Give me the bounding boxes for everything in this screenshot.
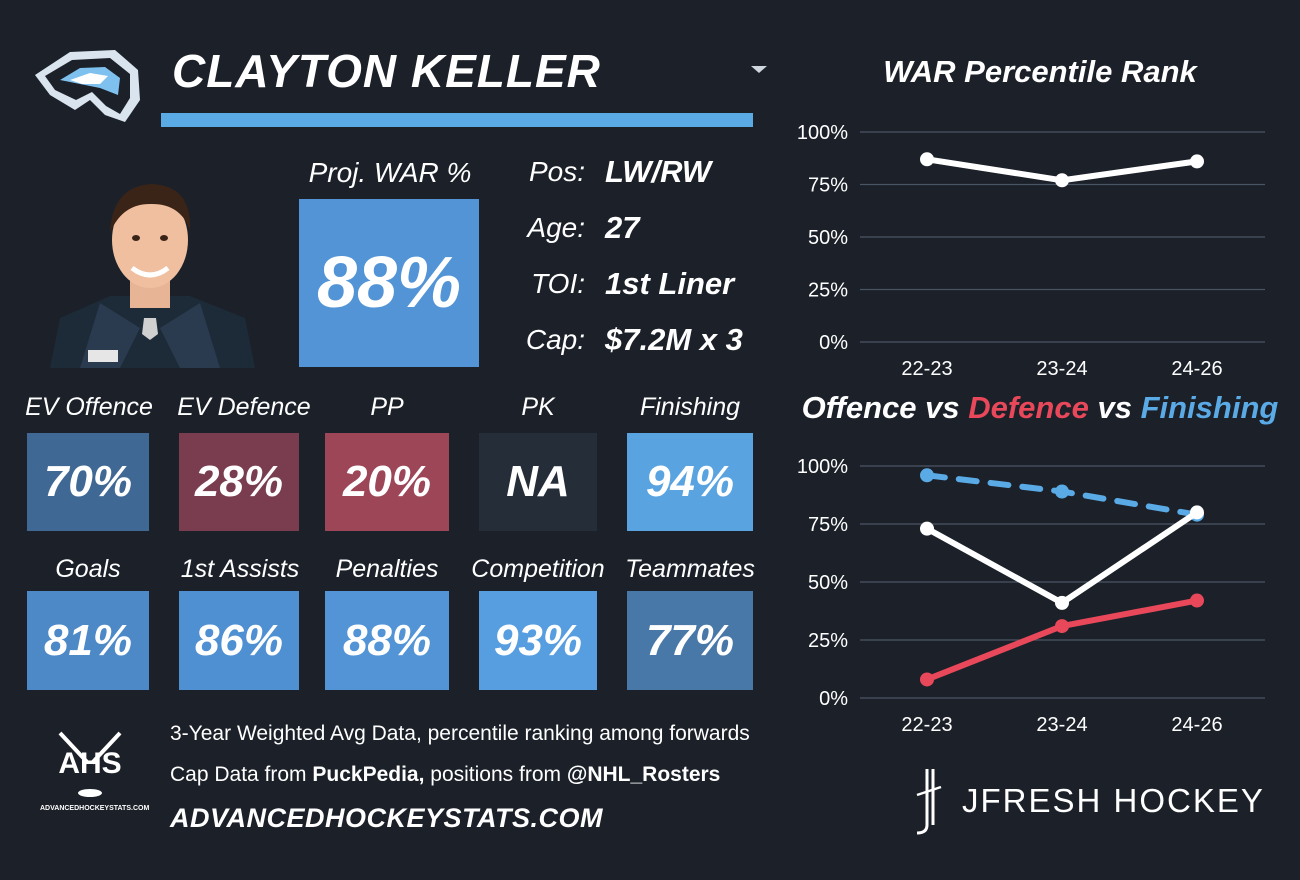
tile-value: NA — [506, 457, 570, 506]
y-tick-label: 0% — [819, 332, 848, 354]
footer-line2-prefix: Cap Data from — [170, 763, 313, 786]
tile-ev-offence: 70% — [27, 433, 149, 531]
tile-label-goals: Goals — [55, 555, 121, 583]
age-value: 27 — [605, 210, 640, 245]
ahs-logo-text: AHS — [58, 747, 122, 780]
toi-value: 1st Liner — [605, 266, 735, 301]
tile-label-pp: PP — [370, 393, 404, 421]
data-point — [1055, 173, 1069, 188]
y-tick-label: 25% — [808, 280, 848, 302]
y-tick-label: 100% — [797, 456, 848, 478]
x-tick-label: 24-26 — [1171, 358, 1222, 380]
title-finishing: Finishing — [1140, 390, 1279, 425]
tile-label-penalties: Penalties — [335, 555, 439, 583]
y-tick-label: 75% — [808, 175, 848, 197]
toi-label: TOI: — [531, 268, 585, 299]
tile-value: 88% — [342, 615, 432, 665]
x-tick-label: 23-24 — [1036, 358, 1087, 380]
data-point — [1190, 593, 1204, 608]
tile-value: 77% — [645, 615, 735, 665]
war-percentile-chart: 0% 25% 50% 75% 100% 22-23 23-24 24-26 — [797, 122, 1265, 380]
data-point — [1055, 619, 1069, 634]
footer-line2-mid: positions from — [424, 763, 567, 786]
ahs-logo-sub: ADVANCEDHOCKEYSTATS.COM — [40, 805, 150, 812]
war-chart-title: WAR Percentile Rank — [883, 54, 1197, 89]
y-tick-label: 75% — [808, 514, 848, 536]
offence-defence-finishing-chart: 0% 25% 50% 75% 100% 22-23 23-24 24-26 — [797, 456, 1265, 736]
series-line-offence — [924, 509, 1200, 606]
brand-name: JFRESH HOCKEY — [962, 782, 1265, 819]
tile-value: 28% — [194, 457, 284, 506]
jfresh-logo-icon — [905, 765, 945, 837]
tile-label-ev-offence: EV Offence — [25, 393, 153, 421]
nhl-rosters-link: @NHL_Rosters — [566, 763, 721, 786]
tile-value: 81% — [43, 615, 133, 665]
tile-pk: NA — [479, 433, 597, 531]
player-name: CLAYTON KELLER — [172, 45, 601, 97]
y-tick-label: 50% — [808, 227, 848, 249]
team-logo — [30, 40, 145, 130]
y-tick-label: 25% — [808, 630, 848, 652]
proj-war-value: 88% — [316, 243, 462, 323]
data-point — [1055, 484, 1069, 499]
tile-label-competition: Competition — [471, 555, 605, 583]
name-accent-bar — [161, 113, 753, 127]
data-point — [920, 152, 934, 167]
tile-competition: 93% — [479, 591, 597, 690]
player-photo — [40, 178, 260, 368]
y-tick-label: 0% — [819, 688, 848, 710]
title-vs-2: vs — [1088, 390, 1141, 425]
tile-label-pk: PK — [521, 393, 555, 421]
ovd-chart-title: Offence vs Defence vs Finishing — [790, 390, 1290, 426]
tile-value: 86% — [194, 615, 284, 665]
ahs-logo: AHS ADVANCEDHOCKEYSTATS.COM — [40, 725, 150, 820]
tile-ev-defence: 28% — [179, 433, 299, 531]
data-point — [920, 521, 934, 536]
x-tick-label: 22-23 — [901, 358, 952, 380]
cap-value: $7.2M x 3 — [605, 322, 743, 357]
proj-war-tile: 88% — [299, 199, 479, 367]
title-defence: Defence — [968, 390, 1089, 425]
data-point — [1055, 595, 1069, 610]
title-offence: Offence — [801, 390, 917, 425]
data-point — [920, 468, 934, 483]
tile-value: 70% — [43, 457, 133, 506]
tile-label-teammates: Teammates — [625, 555, 755, 583]
x-tick-label: 23-24 — [1036, 714, 1087, 736]
tile-value: 93% — [493, 615, 583, 665]
footer-line2: Cap Data from PuckPedia, positions from … — [170, 763, 720, 787]
tile-penalties: 88% — [325, 591, 449, 690]
pos-label: Pos: — [528, 156, 585, 187]
data-point — [1190, 505, 1204, 520]
x-tick-label: 22-23 — [901, 714, 952, 736]
age-label: Age: — [527, 212, 585, 243]
tile-goals: 81% — [27, 591, 149, 690]
cap-label: Cap: — [525, 324, 585, 355]
player-dropdown[interactable] — [748, 62, 770, 78]
puckpedia-link: PuckPedia, — [312, 763, 425, 786]
tile-value: 20% — [342, 457, 432, 506]
tile-value: 94% — [645, 457, 735, 506]
chevron-down-icon — [751, 66, 767, 73]
pos-value: LW/RW — [605, 154, 712, 189]
tile-label-1st-assists: 1st Assists — [180, 555, 300, 583]
y-tick-label: 100% — [797, 122, 848, 144]
proj-war-label: Proj. WAR % — [308, 157, 472, 188]
x-tick-label: 24-26 — [1171, 714, 1222, 736]
tile-pp: 20% — [325, 433, 449, 531]
data-point — [920, 672, 934, 687]
title-vs-1: vs — [916, 390, 969, 425]
footer-line1: 3-Year Weighted Avg Data, percentile ran… — [170, 722, 750, 745]
tile-label-ev-defence: EV Defence — [177, 393, 311, 421]
tile-1st-assists: 86% — [179, 591, 299, 690]
tile-teammates: 77% — [627, 591, 753, 690]
y-tick-label: 50% — [808, 572, 848, 594]
tile-finishing: 94% — [627, 433, 753, 531]
site-url: ADVANCEDHOCKEYSTATS.COM — [170, 803, 604, 833]
data-point — [1190, 154, 1204, 169]
tile-label-finishing: Finishing — [639, 393, 741, 421]
